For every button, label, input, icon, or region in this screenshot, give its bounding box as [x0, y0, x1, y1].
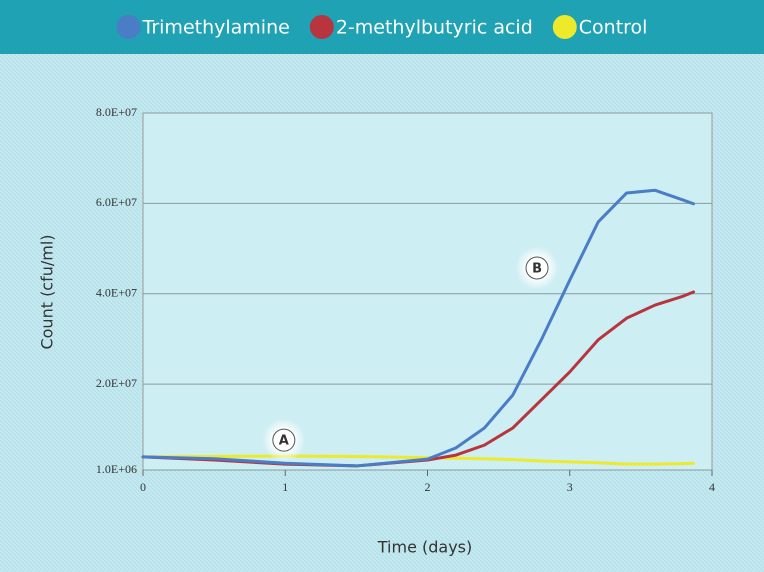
y-tick-label: 2.0E+07	[96, 376, 137, 390]
annotation-text: A	[279, 434, 289, 449]
legend-swatch	[309, 15, 334, 39]
annotation-badge	[525, 256, 549, 280]
x-axis-label: Time (days)	[377, 538, 473, 557]
legend-label: 2-methylbutyric acid	[336, 17, 533, 39]
y-tick-label: 6.0E+07	[96, 195, 137, 209]
plot-area	[142, 112, 713, 471]
series-line	[141, 454, 696, 466]
legend-swatch	[116, 15, 141, 39]
legend-swatch	[552, 15, 577, 39]
x-tick-label: 3	[567, 480, 573, 494]
annotation-badge	[272, 428, 296, 452]
legend-label: Control	[579, 17, 648, 39]
y-tick-label: 1.0E+06	[96, 462, 137, 476]
y-tick-label: 4.0E+07	[96, 286, 137, 300]
series-line	[141, 188, 696, 468]
annotation-text: B	[532, 262, 542, 277]
y-axis-label: Count (cfu/ml)	[38, 234, 57, 349]
x-tick-label: 2	[425, 480, 431, 494]
x-tick-label: 4	[709, 480, 715, 494]
legend-label: Trimethylamine	[142, 17, 290, 39]
x-tick-label: 0	[140, 480, 146, 494]
y-tick-label: 8.0E+07	[96, 105, 137, 119]
x-tick-label: 1	[282, 480, 288, 494]
